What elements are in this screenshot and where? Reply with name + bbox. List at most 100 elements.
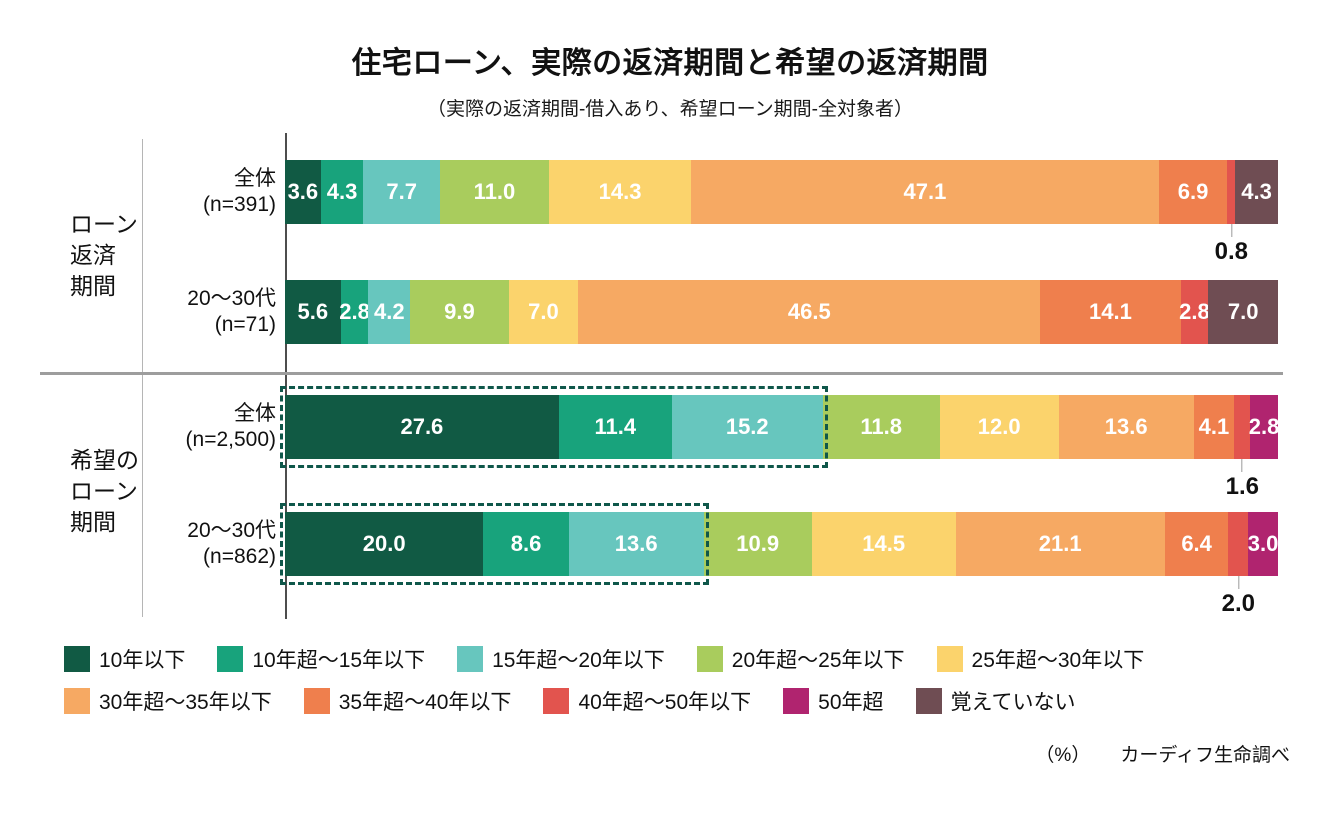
bar-segment: 14.3	[549, 160, 692, 224]
segment-value-label: 15.2	[725, 414, 769, 439]
segment-value-label: 14.3	[598, 179, 642, 204]
page-subtitle: （実際の返済期間-借入あり、希望ローン期間-全対象者）	[427, 99, 913, 120]
bar-segment: 9.9	[410, 280, 509, 344]
legend-item: 覚えていない	[915, 686, 1076, 716]
stacked-bar: 27.6 11.4 15.2 11.8 12.0 13.6 4.1 2.8	[285, 395, 1280, 459]
legend-label: 35年超〜40年以下	[338, 691, 512, 714]
bar-segment: 14.5	[811, 512, 956, 576]
bar-segment	[1228, 512, 1249, 576]
legend-swatch	[64, 688, 90, 714]
unit-note: （%）	[1035, 745, 1091, 766]
bar-segment: 7.0	[508, 280, 579, 344]
legend-swatch	[783, 688, 810, 714]
segment-value-label: 6.9	[1177, 179, 1209, 204]
stacked-bar: 3.6 4.3 7.7 11.0 14.3 47.1 6.9 4.3	[285, 160, 1278, 224]
legend-item: 30年超〜35年以下	[64, 686, 272, 716]
legend-swatch	[303, 688, 330, 714]
legend-row: 30年超〜35年以下 35年超〜40年以下 40年超〜50年以下 50年超 覚えていない	[64, 686, 1340, 716]
row-label-category: 20〜30代	[187, 519, 276, 542]
legend-item: 40年超〜50年以下	[543, 686, 751, 716]
segment-value-label: 27.6	[400, 414, 444, 439]
bar-segment: 6.9	[1158, 160, 1228, 224]
segment-value-label: 46.5	[787, 299, 831, 324]
below-value-label: 0.8	[1214, 238, 1249, 265]
bar-segment: 27.6	[285, 395, 559, 459]
segment-value-label: 7.0	[528, 299, 559, 324]
segment-value-label: 13.6	[1104, 414, 1148, 439]
below-bar-callout: 0.8	[1215, 224, 1248, 266]
bar-segment: 11.4	[558, 395, 672, 459]
bar-segment: 13.6	[568, 512, 704, 576]
bar-segment: 8.6	[483, 512, 569, 576]
bar-segment: 46.5	[578, 280, 1041, 344]
segment-value-label: 5.6	[297, 299, 329, 324]
segment-value-label: 20.0	[362, 531, 406, 556]
page-title: 住宅ローン、実際の返済期間と希望の返済期間	[351, 47, 989, 80]
segment-value-label: 3.0	[1247, 531, 1279, 556]
legend-swatch	[217, 646, 244, 672]
segment-value-label: 11.8	[860, 414, 902, 439]
legend-label: 20年超〜25年以下	[731, 649, 905, 672]
chart-footer: （%） カーディフ生命調べ	[0, 740, 1340, 767]
legend-label: 15年超〜20年以下	[492, 649, 665, 672]
bar-segment: 11.8	[822, 395, 940, 459]
segment-value-label: 14.5	[862, 531, 906, 556]
below-bar-callout: 1.6	[1226, 459, 1259, 501]
legend-row: 10年以下 10年超〜15年以下 15年超〜20年以下 20年超〜25年以下 25年超〜…	[64, 644, 1340, 674]
segment-value-label: 4.1	[1198, 414, 1230, 439]
bar-segment: 20.0	[285, 512, 484, 576]
row-label: 20〜30代 (n=862)	[142, 512, 276, 576]
bar-segment: 2.8	[1179, 280, 1210, 344]
legend-swatch	[696, 646, 723, 672]
legend-swatch	[543, 688, 570, 714]
source-note: カーディフ生命調べ	[1120, 745, 1290, 766]
row-label-category: 全体	[234, 167, 276, 190]
legend-item: 35年超〜40年以下	[303, 686, 512, 716]
bar-segment: 12.0	[939, 395, 1059, 459]
bar-segment: 7.7	[363, 160, 440, 224]
segment-value-label: 4.3	[1241, 179, 1272, 204]
legend-item: 10年超〜15年以下	[217, 644, 425, 674]
chart-header: 住宅ローン、実際の返済期間と希望の返済期間 （実際の返済期間-借入あり、希望ロー…	[0, 0, 1340, 121]
legend-label: 覚えていない	[950, 691, 1076, 714]
bar-segment: 4.3	[1235, 160, 1278, 224]
bar-segment	[1234, 395, 1251, 459]
segment-value-label: 2.8	[1248, 414, 1280, 439]
segment-value-label: 6.4	[1181, 531, 1212, 556]
legend-label: 10年超〜15年以下	[252, 649, 426, 672]
row-label-sample-size: (n=862)	[203, 545, 276, 568]
legend-swatch	[936, 646, 963, 672]
segment-value-label: 11.4	[594, 414, 637, 439]
group-divider-line	[142, 139, 143, 617]
bar-segment: 13.6	[1058, 395, 1194, 459]
bar-segment	[1227, 160, 1236, 224]
row-label: 20〜30代 (n=71)	[142, 280, 276, 344]
legend-item: 15年超〜20年以下	[457, 644, 665, 674]
legend-label: 25年超〜30年以下	[971, 649, 1145, 672]
legend-item: 50年超	[783, 686, 884, 716]
segment-value-label: 21.1	[1038, 531, 1082, 556]
bar-segment: 11.0	[439, 160, 550, 224]
bar-segment: 6.4	[1164, 512, 1229, 576]
group-label-loan-repayment-period: ローン 返済 期間	[70, 211, 138, 299]
bar-segment: 10.9	[703, 512, 812, 576]
bar-row: 2.0 20.0 8.6 13.6 10.9 14.5 21.1 6.4 3.0	[280, 503, 1278, 617]
row-label-sample-size: (n=391)	[203, 193, 276, 216]
bar-segment: 5.6	[285, 280, 341, 344]
bar-segment: 7.0	[1208, 280, 1278, 344]
legend-label: 40年超〜50年以下	[578, 691, 752, 714]
group-label-desired-loan-period: 希望の ローン 期間	[70, 447, 139, 535]
y-axis-line	[285, 133, 287, 619]
segment-value-label: 12.0	[977, 414, 1021, 439]
legend-item: 20年超〜25年以下	[696, 644, 905, 674]
leader-tick	[1241, 459, 1243, 472]
legend-swatch	[64, 646, 90, 672]
segment-value-label: 9.9	[444, 299, 475, 324]
leader-tick	[1230, 224, 1232, 237]
segment-value-label: 2.8	[339, 299, 370, 324]
group-separator-line	[40, 372, 1283, 375]
stacked-bar: 20.0 8.6 13.6 10.9 14.5 21.1 6.4 3.0	[285, 512, 1278, 576]
bar-row: 0.8 3.6 4.3 7.7 11.0 14.3 47.1 6.9 4.3	[285, 160, 1278, 265]
bar-segment: 3.6	[285, 160, 321, 224]
segment-value-label: 14.1	[1089, 299, 1132, 324]
